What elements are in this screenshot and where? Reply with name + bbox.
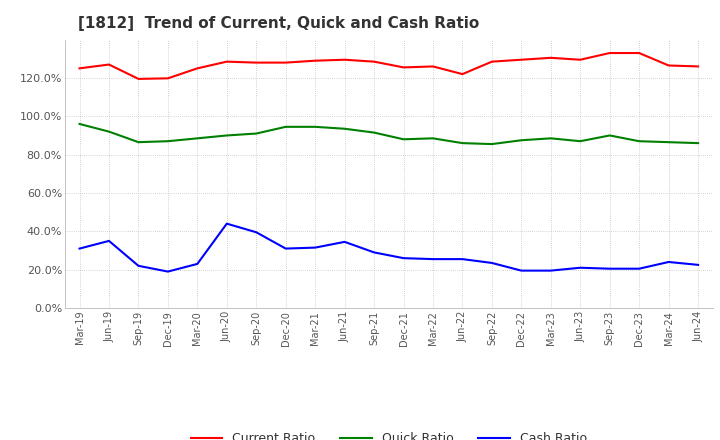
Cash Ratio [341,239,349,245]
Quick Ratio [635,139,644,144]
Current Ratio [576,57,585,62]
Cash Ratio [576,265,585,270]
Quick Ratio [134,139,143,145]
Cash Ratio [370,250,379,255]
Current Ratio [163,76,172,81]
Current Ratio [399,65,408,70]
Quick Ratio [252,131,261,136]
Current Ratio [606,50,614,55]
Quick Ratio [606,133,614,138]
Cash Ratio [517,268,526,273]
Quick Ratio [163,139,172,144]
Cash Ratio [487,260,496,266]
Quick Ratio [222,133,231,138]
Cash Ratio [75,246,84,251]
Cash Ratio [163,269,172,274]
Current Ratio [341,57,349,62]
Quick Ratio [341,126,349,132]
Cash Ratio [665,259,673,264]
Cash Ratio [252,230,261,235]
Current Ratio [665,63,673,68]
Current Ratio [311,58,320,63]
Cash Ratio [134,263,143,268]
Current Ratio [370,59,379,64]
Line: Cash Ratio: Cash Ratio [79,224,698,271]
Current Ratio [458,71,467,77]
Current Ratio [694,64,703,69]
Quick Ratio [104,129,113,134]
Quick Ratio [399,137,408,142]
Current Ratio [546,55,555,60]
Cash Ratio [428,257,437,262]
Current Ratio [193,66,202,71]
Quick Ratio [193,136,202,141]
Current Ratio [428,64,437,69]
Current Ratio [635,50,644,55]
Legend: Current Ratio, Quick Ratio, Cash Ratio: Current Ratio, Quick Ratio, Cash Ratio [186,427,592,440]
Cash Ratio [546,268,555,273]
Quick Ratio [576,139,585,144]
Quick Ratio [370,130,379,135]
Cash Ratio [694,262,703,268]
Current Ratio [75,66,84,71]
Current Ratio [282,60,290,65]
Quick Ratio [665,139,673,145]
Quick Ratio [458,140,467,146]
Cash Ratio [282,246,290,251]
Cash Ratio [193,261,202,267]
Current Ratio [104,62,113,67]
Current Ratio [222,59,231,64]
Cash Ratio [606,266,614,271]
Quick Ratio [428,136,437,141]
Current Ratio [252,60,261,65]
Cash Ratio [311,245,320,250]
Quick Ratio [694,140,703,146]
Current Ratio [487,59,496,64]
Cash Ratio [399,256,408,261]
Cash Ratio [222,221,231,226]
Cash Ratio [104,238,113,244]
Quick Ratio [487,141,496,147]
Quick Ratio [517,138,526,143]
Line: Current Ratio: Current Ratio [79,53,698,79]
Quick Ratio [75,121,84,127]
Quick Ratio [546,136,555,141]
Text: [1812]  Trend of Current, Quick and Cash Ratio: [1812] Trend of Current, Quick and Cash … [78,16,479,32]
Current Ratio [517,57,526,62]
Quick Ratio [311,124,320,129]
Cash Ratio [635,266,644,271]
Current Ratio [134,76,143,81]
Quick Ratio [282,124,290,129]
Cash Ratio [458,257,467,262]
Line: Quick Ratio: Quick Ratio [79,124,698,144]
